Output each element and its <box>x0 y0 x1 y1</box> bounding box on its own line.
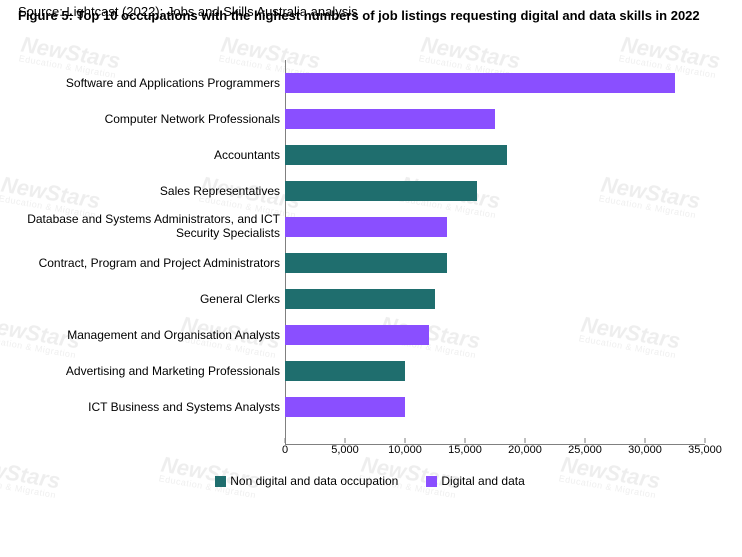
category-label: Database and Systems Administrators, and… <box>20 213 280 241</box>
legend-label: Non digital and data occupation <box>230 474 398 488</box>
bar <box>285 181 477 201</box>
x-tick-label: 5,000 <box>331 444 359 456</box>
bar <box>285 361 405 381</box>
x-tick-label: 20,000 <box>508 444 542 456</box>
x-tick-mark <box>405 438 406 443</box>
legend-item: Digital and data <box>426 473 524 488</box>
legend-swatch <box>426 476 437 487</box>
category-label: Accountants <box>20 149 280 163</box>
x-axis: 05,00010,00015,00020,00025,00030,00035,0… <box>285 444 705 464</box>
bar <box>285 289 435 309</box>
category-label: ICT Business and Systems Analysts <box>20 401 280 415</box>
category-label: Management and Organisation Analysts <box>20 329 280 343</box>
x-tick-label: 10,000 <box>388 444 422 456</box>
bar <box>285 217 447 237</box>
source-text: Source: Lightcast (2022); Jobs and Skill… <box>18 4 358 19</box>
legend-swatch <box>215 476 226 487</box>
bar <box>285 109 495 129</box>
category-label: Software and Applications Programmers <box>20 77 280 91</box>
category-label: General Clerks <box>20 293 280 307</box>
bar <box>285 145 507 165</box>
x-tick-mark <box>285 438 286 443</box>
x-tick-label: 15,000 <box>448 444 482 456</box>
category-label: Advertising and Marketing Professionals <box>20 365 280 379</box>
chart: Software and Applications Programmers Com… <box>20 55 720 480</box>
x-tick-mark <box>645 438 646 443</box>
x-tick-label: 30,000 <box>628 444 662 456</box>
category-label: Computer Network Professionals <box>20 113 280 127</box>
legend: Non digital and data occupation Digital a… <box>20 473 720 488</box>
x-tick-label: 0 <box>282 444 288 456</box>
bar <box>285 325 429 345</box>
bar <box>285 397 405 417</box>
bar <box>285 253 447 273</box>
x-tick-label: 25,000 <box>568 444 602 456</box>
plot-region <box>285 65 705 445</box>
category-label: Contract, Program and Project Administra… <box>20 257 280 271</box>
x-tick-mark <box>465 438 466 443</box>
legend-item: Non digital and data occupation <box>215 473 398 488</box>
x-tick-mark <box>705 438 706 443</box>
bar <box>285 73 675 93</box>
x-tick-label: 35,000 <box>688 444 722 456</box>
category-label: Sales Representatives <box>20 185 280 199</box>
x-tick-mark <box>345 438 346 443</box>
x-tick-mark <box>585 438 586 443</box>
legend-label: Digital and data <box>441 474 524 488</box>
x-tick-mark <box>525 438 526 443</box>
